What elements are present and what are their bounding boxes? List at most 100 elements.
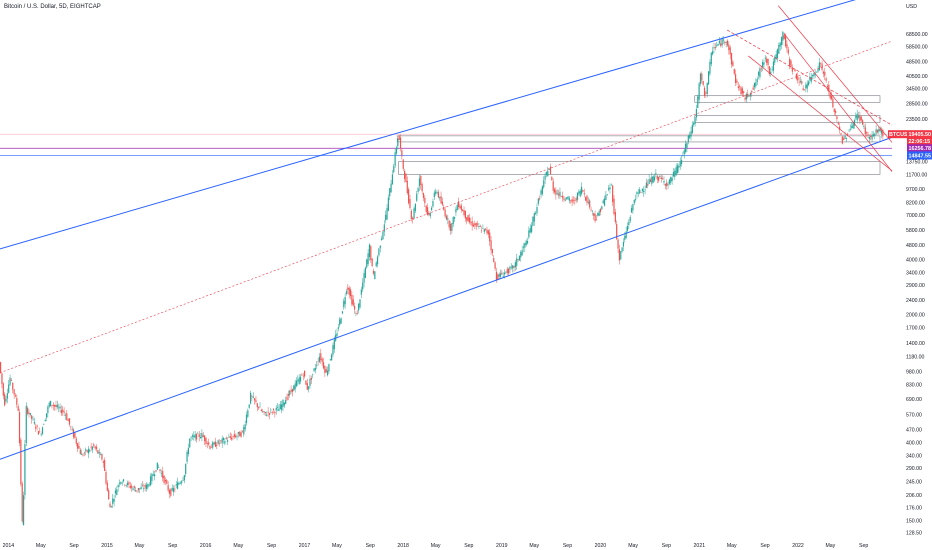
candle-body — [844, 136, 846, 139]
candle-body — [637, 192, 639, 194]
candle-body — [414, 203, 416, 211]
candle-body — [876, 130, 879, 133]
candle-body — [33, 421, 35, 424]
price-tick-label: 290.00 — [906, 466, 922, 472]
candle-body — [129, 485, 131, 489]
candle-body — [772, 61, 775, 71]
candle-body — [228, 436, 230, 438]
candle-body — [712, 51, 714, 55]
price-axis[interactable]: 68500.00 58500.00 48500.00 40500.00 34500.00… — [906, 32, 928, 537]
candle-body — [824, 71, 826, 76]
candle-body — [16, 398, 18, 405]
candle-body — [347, 287, 349, 290]
candle-body — [733, 68, 735, 74]
candle-body — [489, 232, 491, 242]
candle-body — [645, 182, 648, 188]
candle-body — [267, 411, 269, 413]
candle-body — [367, 253, 369, 265]
candle-body — [543, 180, 545, 188]
time-tick-label: 2015 — [101, 543, 113, 549]
candle-body — [209, 445, 211, 449]
candle-body — [303, 370, 306, 377]
candle-body — [572, 199, 575, 201]
candle-body — [483, 228, 485, 232]
candle-body — [429, 212, 431, 217]
candle-body — [467, 215, 469, 222]
candle-body — [351, 294, 353, 305]
candle-body — [486, 229, 488, 234]
candle-body — [145, 484, 148, 490]
candle-body — [432, 201, 434, 207]
candle-body — [874, 133, 876, 136]
candle-body — [544, 175, 546, 180]
time-tick-label: May — [727, 543, 737, 549]
candle-body — [610, 184, 612, 186]
candle-body — [375, 262, 377, 267]
candle-body — [205, 437, 207, 445]
candle-body — [725, 41, 727, 44]
price-tick-label: 176.00 — [906, 506, 922, 512]
price-tick-label: 830.00 — [906, 382, 922, 388]
price-tick-label: 4800.00 — [906, 243, 925, 249]
candle-body — [164, 479, 167, 482]
candle-body — [132, 488, 134, 490]
candle-body — [348, 287, 350, 295]
candle-body — [90, 446, 92, 448]
candle-body — [148, 484, 150, 486]
candle-body — [62, 409, 64, 413]
candle-body — [802, 88, 804, 91]
candle-body — [521, 250, 523, 256]
candle-body — [317, 361, 319, 363]
candle-body — [651, 176, 653, 184]
candle-body — [272, 408, 275, 411]
candle-body — [225, 437, 227, 440]
candle-body — [541, 186, 543, 194]
price-tag-symbol: BTCUSD — [889, 132, 912, 138]
candle-body — [386, 208, 388, 220]
candle-body — [364, 267, 366, 278]
candle-body — [137, 488, 140, 491]
candle-body — [41, 427, 44, 434]
candle-body — [607, 188, 610, 190]
candle-body — [405, 173, 407, 183]
candle-body — [753, 83, 756, 88]
candle-body — [670, 177, 672, 183]
candle-body — [770, 71, 772, 75]
candle-body — [618, 249, 621, 261]
candle-body — [505, 271, 507, 273]
candle-body — [276, 406, 279, 408]
candle-body — [387, 197, 389, 211]
candle-body — [560, 196, 562, 197]
candle-body — [18, 412, 21, 444]
candle-body — [378, 248, 380, 256]
candle-body — [0, 362, 2, 373]
candle-body — [155, 470, 157, 472]
candle-body — [730, 53, 733, 65]
candle-body — [172, 487, 175, 492]
candle-body — [851, 125, 853, 129]
candle-body — [470, 222, 472, 224]
price-tick-label: 2000.00 — [906, 313, 925, 319]
candle-body — [2, 383, 4, 396]
price-tag-value: 22:06:15 — [909, 139, 931, 145]
candle-body — [291, 388, 294, 393]
candle-body — [104, 460, 106, 471]
candle-body — [449, 223, 452, 231]
candle-body — [167, 485, 169, 491]
time-axis[interactable]: 2014 May Sep 2015 May Sep 2016 May Sep 2017 May Sep… — [3, 543, 869, 549]
candle-body — [566, 197, 568, 200]
candle-body — [247, 410, 249, 417]
candle-body — [389, 188, 391, 197]
candle-body — [48, 402, 50, 407]
candle-body — [636, 191, 638, 195]
price-tick-label: 28500.00 — [906, 102, 928, 108]
candle-body — [433, 192, 435, 198]
candle-body — [701, 73, 703, 81]
candle-body — [175, 484, 177, 486]
candle-body — [867, 134, 869, 136]
candle-body — [485, 228, 487, 230]
candle-body — [249, 392, 252, 404]
candle-body — [93, 444, 95, 447]
candle-body — [35, 426, 37, 429]
